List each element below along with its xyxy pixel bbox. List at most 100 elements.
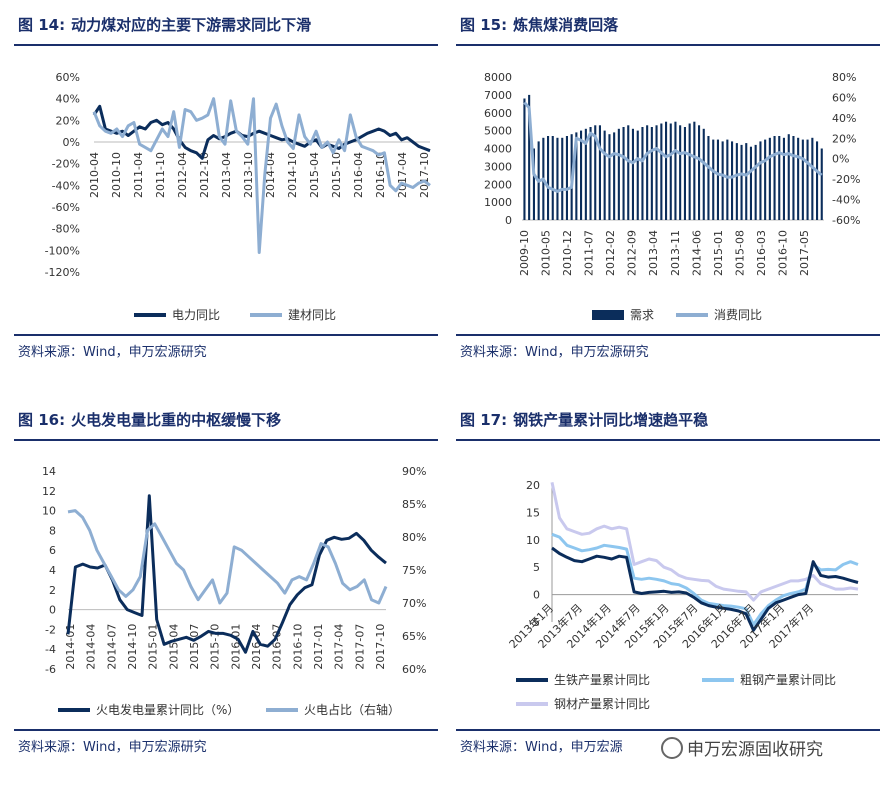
chart-15: 8000 7000 6000 5000 4000 3000 2000 1000 0 80% 60% 4… [484,71,860,322]
consumption-yoy-line [523,101,823,193]
demand-bar [787,134,790,220]
demand-bar [806,139,809,220]
y-right-tick-label: 40% [832,112,856,125]
wechat-watermark: 申万宏源固收研究 [655,733,829,762]
x-tick-label: 2015-10 [209,624,222,670]
y-left-tick-label: 6000 [484,107,512,120]
demand-bar [556,137,559,220]
source-rule [456,729,880,731]
demand-bar [773,136,776,220]
y-left-tick-label: 4 [49,564,56,577]
y-tick-label: -40% [52,179,80,192]
x-tick-label: 2016-03 [755,230,768,276]
y-tick-label: -100% [45,244,80,257]
x-tick-label: 2016-01 [229,624,242,670]
y-tick-label: -5 [529,616,540,629]
legend-building-materials: 建材同比 [288,308,336,322]
title-rule [456,44,880,46]
y-left-tick-label: 2 [49,584,56,597]
demand-bar [650,127,653,220]
demand-bar [655,125,658,220]
x-tick-label: 2010-04 [88,152,101,198]
series-line-2 [92,97,431,254]
x-tick-label: 2014-04 [85,624,98,670]
y-right-tick-label: 60% [402,663,426,676]
x-tick-label: 2016-07 [271,624,284,670]
demand-bar [759,141,762,220]
x-tick-label: 2015-04 [308,152,321,198]
y-left-tick-label: 12 [42,485,56,498]
x-tick-label: 2009-10 [518,230,531,276]
demand-bar [631,128,634,220]
steel-series-line [550,481,859,602]
demand-bar [768,137,771,220]
figure-number: 图 14: [18,16,66,34]
steel-series-line [551,546,859,632]
figure-title: 图 14: 动力煤对应的主要下游需求同比下滑 [18,14,311,35]
demand-bar [617,128,620,220]
source-rule [14,334,438,336]
demand-bar [660,123,663,220]
x-tick-label: 2017-04 [396,152,409,198]
x-tick-label: 2011-04 [132,152,145,198]
demand-bar [688,123,691,220]
x-tick-label: 2014-01 [64,624,77,670]
x-tick-label: 2014-10 [126,624,139,670]
demand-bar [636,130,639,220]
y-right-tick-label: 60% [832,91,856,104]
x-tick-label: 2015-01 [712,230,725,276]
y-right-tick-label: 65% [402,630,426,643]
figure-title: 图 16: 火电发电量比重的中枢缓慢下移 [18,409,281,430]
y-tick-label: 10 [526,534,540,547]
y-right-tick-label: 70% [402,597,426,610]
x-tick-label: 2012-09 [626,230,639,276]
x-tick-label: 2017-01 [312,624,325,670]
demand-bar [721,141,724,220]
y-right-tick-label: -20% [832,173,860,186]
y-right-tick-label: 20% [832,132,856,145]
source-note: 资料来源：Wind，申万宏源研究 [460,345,649,360]
legend-demand-swatch [592,310,624,320]
panel-figure-17: 图 17: 钢铁产量累计同比增速趋平稳 20 15 10 5 0 -5 2013年1月 2013… [456,405,880,755]
x-tick-label: 2015-07 [188,624,201,670]
y-tick-label: -80% [52,223,80,236]
y-left-tick-label: 4000 [484,143,512,156]
legend-electricity: 电力同比 [172,308,220,322]
chart-16: 14 12 10 8 6 4 2 0 -2 -4 -6 90% 85% 80% 75% 70% 65% 60% 20… [42,465,426,717]
x-tick-label: 2010-10 [110,152,123,198]
demand-bar [693,121,696,220]
watermark-text: 申万宏源固收研究 [687,740,823,760]
demand-bar [551,136,554,220]
y-tick-label: 0 [533,589,540,602]
thermal-share-line [67,509,388,605]
y-left-tick-label: 8 [49,524,56,537]
x-tick-label: 2016-04 [250,624,263,670]
y-left-tick-label: 5000 [484,125,512,138]
demand-bar [641,127,644,220]
thermal-power-yoy-line [66,494,387,654]
source-note: 资料来源：Wind，申万宏源研究 [18,345,207,360]
demand-bar [561,137,564,220]
demand-bar [622,127,625,220]
demand-bar [627,125,630,220]
x-tick-label: 2011-10 [154,152,167,198]
y-right-tick-label: 80% [402,531,426,544]
figure-title: 图 17: 钢铁产量累计同比增速趋平稳 [460,409,708,430]
source-rule [14,729,438,731]
legend-consumption-yoy: 消费同比 [714,308,762,322]
legend-pig-iron: 生铁产量累计同比 [554,673,650,687]
x-tick-label: 2016-04 [352,152,365,198]
demand-bar [523,98,526,220]
y-right-tick-label: 80% [832,71,856,84]
demand-bar [584,128,587,220]
chart-17: 20151050-52013年1月2013年7月2014年1月2014年7月20… [506,479,859,711]
demand-bar [594,125,597,220]
legend-crude-steel: 粗钢产量累计同比 [740,673,836,687]
demand-bar [735,143,738,220]
wechat-icon [661,737,683,759]
legend-steel-products: 钢材产量累计同比 [554,697,650,711]
x-tick-label: 2013-04 [647,230,660,276]
demand-bar [698,125,701,220]
y-left-tick-label: -4 [45,643,56,656]
chart-14: 60% 40% 20% 0% -20% -40% -60% -80% -100% -120% 201… [45,71,431,322]
